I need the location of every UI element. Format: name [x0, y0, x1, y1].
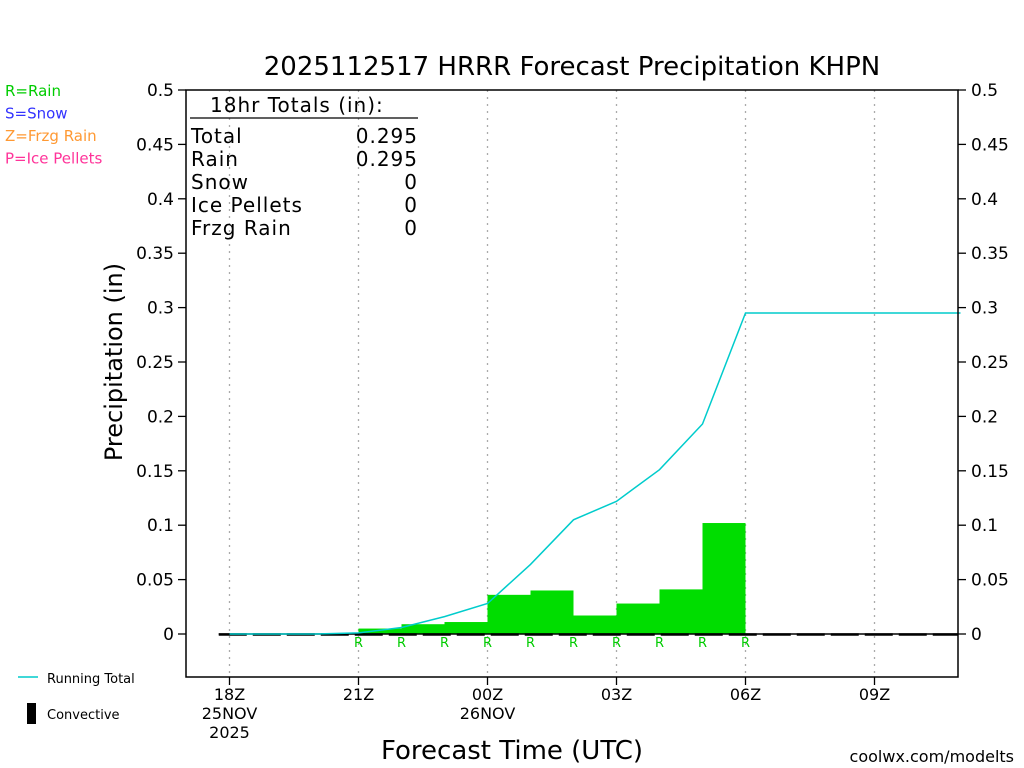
- rain-type-mark: R: [612, 636, 621, 651]
- type-legend-item: Z=Frzg Rain: [5, 127, 97, 145]
- precip-bar: [573, 615, 617, 634]
- running-total-line: [229, 312, 961, 635]
- totals-row-label: Frzg Rain: [191, 216, 292, 240]
- plot-frame: [185, 89, 959, 678]
- type-legend-item: P=Ice Pellets: [5, 150, 102, 168]
- y-tick-label-left: 0.3: [147, 299, 174, 319]
- convective-legend-swatch: [27, 703, 36, 724]
- totals-row-label: Total: [190, 124, 243, 148]
- y-axis-label: Precipitation (in): [100, 263, 128, 461]
- running-total-legend-label: Running Total: [47, 672, 135, 687]
- x-tick-date: 26NOV: [460, 704, 516, 723]
- totals-row-value: 0.295: [356, 124, 418, 148]
- y-axis-left: 0 0.05 0.1 0.15 0.2 0.25 0.3 0.35 0.4 0.45 0.5: [136, 81, 186, 645]
- y-tick-label-right: 0.35: [971, 244, 1009, 264]
- y-tick-label-left: 0.35: [136, 244, 174, 264]
- y-tick-label-right: 0: [971, 625, 982, 645]
- running-total-line-group: [229, 312, 961, 635]
- totals-row-label: Ice Pellets: [191, 193, 303, 217]
- totals-row-value: 0: [404, 170, 418, 194]
- x-axis-label: Forecast Time (UTC): [381, 736, 643, 766]
- precip-type-legend: R=Rain S=Snow Z=Frzg Rain P=Ice Pellets: [5, 82, 102, 168]
- totals-header: 18hr Totals (in):: [210, 93, 384, 117]
- y-tick-label-right: 0.25: [971, 353, 1009, 373]
- precip-bar: [401, 624, 445, 634]
- y-tick-label-left: 0.45: [136, 135, 174, 155]
- x-tick-label: 06Z: [730, 685, 761, 704]
- x-tick-label: 09Z: [859, 685, 890, 704]
- rain-type-mark: R: [698, 636, 707, 651]
- rain-type-mark: R: [483, 636, 492, 651]
- rain-type-mark: R: [354, 636, 363, 651]
- x-tick-label: 00Z: [472, 685, 503, 704]
- y-tick-label-right: 0.5: [971, 81, 998, 101]
- precip-bar: [530, 590, 574, 634]
- totals-box: 18hr Totals (in): Total 0.295 Rain 0.295 Snow…: [190, 93, 418, 240]
- rain-type-mark: R: [655, 636, 664, 651]
- series-legend: Running Total Convective: [18, 672, 135, 724]
- y-tick-label-right: 0.45: [971, 135, 1009, 155]
- y-axis-right: 0 0.05 0.1 0.15 0.2 0.25 0.3 0.35 0.4 0.45 0.5: [958, 81, 1009, 645]
- totals-row-value: 0.295: [356, 147, 418, 171]
- x-tick-label: 18Z: [214, 685, 245, 704]
- totals-row-value: 0: [404, 193, 418, 217]
- type-legend-item: S=Snow: [5, 105, 68, 123]
- grid-lines: [228, 90, 876, 677]
- totals-row-value: 0: [404, 216, 418, 240]
- y-tick-label-left: 0.1: [147, 516, 174, 536]
- y-tick-label-right: 0.2: [971, 407, 998, 427]
- y-tick-label-left: 0.4: [147, 190, 174, 210]
- x-tick-year: 2025: [209, 723, 250, 742]
- y-tick-label-left: 0.5: [147, 81, 174, 101]
- y-tick-label-left: 0.05: [136, 571, 174, 591]
- totals-row-label: Snow: [191, 170, 249, 194]
- type-legend-item: R=Rain: [5, 82, 61, 100]
- x-tick-label: 21Z: [343, 685, 374, 704]
- y-tick-label-left: 0: [163, 625, 174, 645]
- y-tick-label-right: 0.4: [971, 190, 998, 210]
- y-tick-label-right: 0.1: [971, 516, 998, 536]
- convective-legend-label: Convective: [47, 708, 120, 723]
- rain-type-mark: R: [741, 636, 750, 651]
- x-tick-date: 25NOV: [202, 704, 258, 723]
- watermark-text: coolwx.com/modelts: [850, 747, 1014, 766]
- precip-bar: [444, 622, 488, 634]
- precip-bar: [702, 523, 746, 634]
- y-tick-label-left: 0.15: [136, 462, 174, 482]
- chart-title: 2025112517 HRRR Forecast Precipitation K…: [264, 52, 880, 82]
- rain-type-mark: R: [569, 636, 578, 651]
- y-tick-label-right: 0.3: [971, 299, 998, 319]
- y-tick-label-right: 0.05: [971, 571, 1009, 591]
- y-tick-label-left: 0.2: [147, 407, 174, 427]
- rain-type-mark: R: [397, 636, 406, 651]
- bars-group: [358, 523, 746, 634]
- precip-bar: [659, 589, 703, 634]
- rain-type-mark: R: [526, 636, 535, 651]
- totals-row-label: Rain: [191, 147, 239, 171]
- precip-bar: [487, 594, 531, 634]
- y-tick-label-left: 0.25: [136, 353, 174, 373]
- x-tick-label: 03Z: [601, 685, 632, 704]
- y-tick-label-right: 0.15: [971, 462, 1009, 482]
- rain-type-mark: R: [440, 636, 449, 651]
- precip-bar: [616, 603, 660, 634]
- precip-bar: [358, 628, 402, 634]
